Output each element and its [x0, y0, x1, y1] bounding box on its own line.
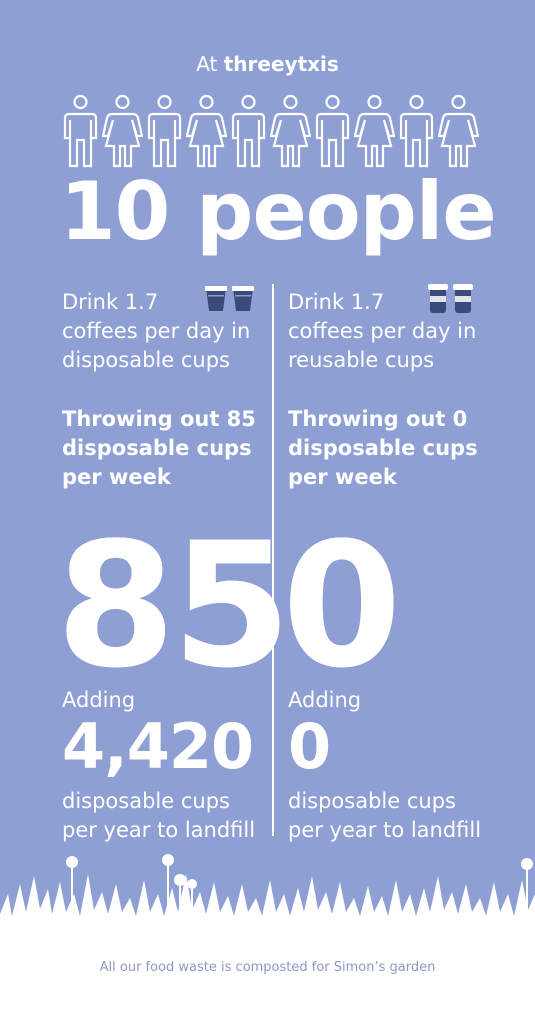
person-male-icon	[63, 94, 98, 168]
headline: 10 people	[60, 165, 497, 258]
person-female-icon	[438, 94, 479, 168]
column-divider	[272, 284, 274, 836]
left-drink-line1: Drink 1.7	[62, 290, 159, 314]
header: At threeytxis	[0, 52, 535, 76]
right-throwing-text: Throwing out 0 disposable cups per week	[288, 407, 478, 489]
right-adding-label: Adding	[288, 688, 362, 712]
grass-silhouette	[0, 854, 535, 1024]
person-female-icon	[102, 94, 143, 168]
right-drink-text: coffees per day in reusable cups	[288, 319, 477, 372]
disposable-cups-icon	[205, 286, 254, 312]
left-big-number: 85	[56, 505, 291, 706]
people-icons	[60, 94, 479, 170]
right-adding-suffix: disposable cups per year to landfill	[288, 789, 482, 842]
left-adding-suffix: disposable cups per year to landfill	[62, 789, 256, 842]
person-female-icon	[270, 94, 311, 168]
brand-logo: threeytxis	[223, 52, 339, 76]
right-big-number: 0	[282, 505, 402, 706]
person-male-icon	[315, 94, 350, 168]
left-adding-label: Adding	[62, 688, 136, 712]
person-male-icon	[231, 94, 266, 168]
left-drink-text: coffees per day in disposable cups	[62, 319, 251, 372]
left-throwing-text: Throwing out 85 disposable cups per week	[62, 407, 256, 489]
footer-note: All our food waste is composted for Simo…	[99, 960, 436, 975]
right-drink-line1: Drink 1.7	[288, 290, 385, 314]
person-female-icon	[354, 94, 395, 168]
right-adding-value: 0	[288, 710, 331, 783]
reusable-cups-icon	[428, 284, 473, 314]
person-male-icon	[399, 94, 434, 168]
person-male-icon	[147, 94, 182, 168]
header-prefix: At	[196, 52, 218, 76]
left-adding-value: 4,420	[62, 710, 254, 783]
person-female-icon	[186, 94, 227, 168]
